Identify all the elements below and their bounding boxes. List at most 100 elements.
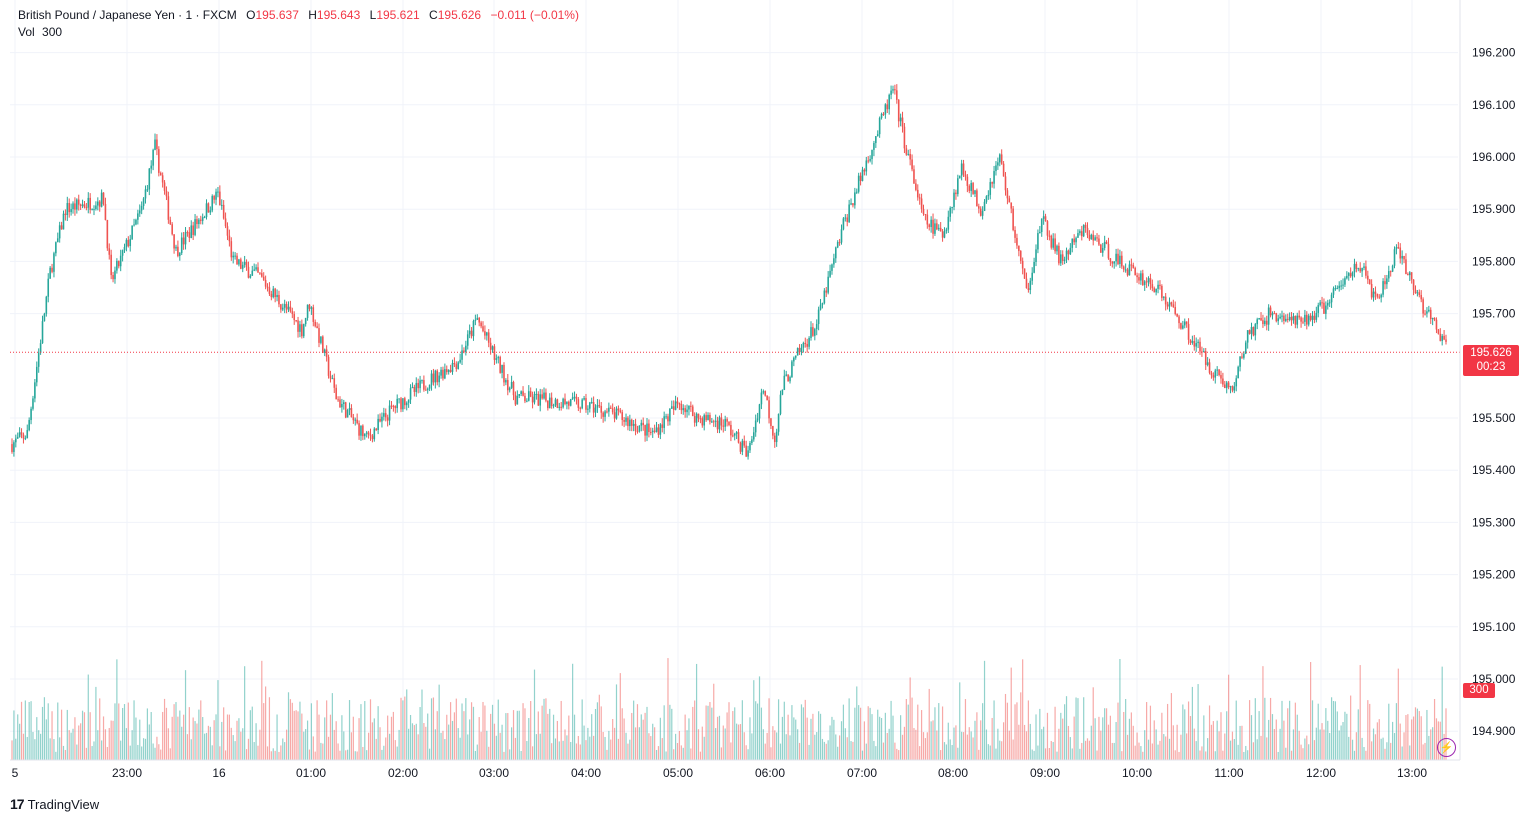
candle (1195, 337, 1197, 352)
volume-bar (1020, 692, 1022, 760)
candle (1325, 301, 1327, 320)
candle (1281, 310, 1283, 323)
candle-body (539, 394, 542, 406)
candle (1185, 321, 1188, 328)
volume-bar (697, 729, 700, 760)
volume-bar (1086, 738, 1089, 760)
volume-bar (331, 693, 333, 760)
candle-body (745, 445, 747, 457)
candle-body (684, 408, 686, 413)
volume-bar (301, 713, 303, 760)
candle-body (1075, 237, 1077, 243)
volume-bar (364, 701, 366, 760)
candle-body (264, 279, 267, 287)
candle-body (621, 412, 624, 420)
candle-body (815, 324, 818, 330)
candle-body (476, 317, 479, 320)
candle-body (688, 405, 690, 410)
candle (1233, 382, 1236, 394)
candle (228, 229, 231, 247)
x-tick-label: 02:00 (388, 766, 418, 780)
volume-bar (777, 699, 780, 760)
bar-countdown: 00:23 (1476, 361, 1506, 373)
volume-bar (1157, 744, 1159, 760)
volume-bar (655, 749, 658, 760)
volume-bar (739, 724, 742, 760)
candle (749, 441, 751, 454)
candle (529, 387, 532, 398)
candle (381, 412, 383, 428)
candle-body (219, 191, 221, 206)
volume-bar (1224, 733, 1226, 760)
candle-body (669, 408, 671, 422)
time-axis[interactable]: 5 23:00 16 01:00 02:00 03:00 04:00 05:00 06:00 07… (10, 759, 1460, 780)
volume-bar (268, 697, 271, 760)
candle-body (834, 247, 837, 259)
candle (724, 415, 726, 431)
candle (343, 399, 345, 410)
volume-bar (627, 743, 629, 760)
volume-bar (184, 670, 187, 760)
candle-body (413, 386, 416, 392)
x-tick-label: 12:00 (1306, 766, 1336, 780)
volume-bar (41, 706, 44, 760)
candle (1088, 230, 1091, 241)
candle-body (785, 374, 788, 376)
candle-body (974, 190, 976, 194)
price-axis[interactable]: 196.200196.100196.000195.900195.800195.7… (1459, 0, 1516, 760)
candle (756, 412, 759, 423)
volume-bar (518, 710, 520, 760)
candle-body (1113, 261, 1115, 264)
candle-body (1061, 254, 1064, 261)
candle-body (833, 258, 835, 265)
volume-bar (377, 706, 379, 760)
candle-body (1304, 314, 1306, 322)
volume-bar (861, 750, 864, 760)
volume-bar (516, 710, 518, 760)
candle (1035, 244, 1037, 267)
candle-body (672, 406, 675, 410)
candle (165, 186, 168, 201)
volume-bar (339, 750, 341, 760)
candle-body (1058, 245, 1060, 264)
candle (583, 395, 585, 401)
symbol-title[interactable]: British Pound / Japanese Yen · 1 · FXCM (18, 8, 237, 22)
volume-bar (926, 732, 928, 760)
candle (302, 323, 305, 339)
volume-bar (974, 720, 976, 760)
candle (98, 200, 101, 212)
volume-bar (648, 733, 650, 760)
volume-bar (1096, 750, 1098, 760)
volume-bar (707, 705, 709, 760)
candle (1157, 280, 1159, 294)
volume-bar (457, 728, 459, 760)
volume-bar (806, 717, 808, 760)
y-tick-label: 194.900 (1472, 724, 1516, 738)
candle-body (552, 405, 555, 407)
candle-body (407, 399, 410, 403)
volume-bar (1287, 708, 1289, 760)
volume-bar (625, 732, 627, 760)
volume-bar (194, 721, 196, 760)
candle-body (207, 203, 210, 213)
candle (428, 384, 431, 392)
x-tick-label: 23:00 (112, 766, 142, 780)
candle (131, 225, 133, 240)
candle-body (1237, 366, 1239, 379)
candle (362, 424, 364, 441)
volume-bar (884, 712, 886, 760)
volume-label[interactable]: Vol (18, 25, 35, 39)
lightning-icon[interactable]: ⚡ (1437, 738, 1456, 757)
tradingview-logo[interactable]: 17 TradingView (10, 796, 99, 812)
volume-bar (1111, 742, 1113, 760)
candle (1363, 262, 1365, 271)
candle (958, 175, 961, 179)
candle-body (150, 165, 153, 169)
candle-body (104, 203, 107, 220)
volume-bar (478, 717, 480, 760)
open-label: O (246, 8, 256, 22)
candle (329, 370, 332, 383)
volume-bar (175, 702, 177, 760)
